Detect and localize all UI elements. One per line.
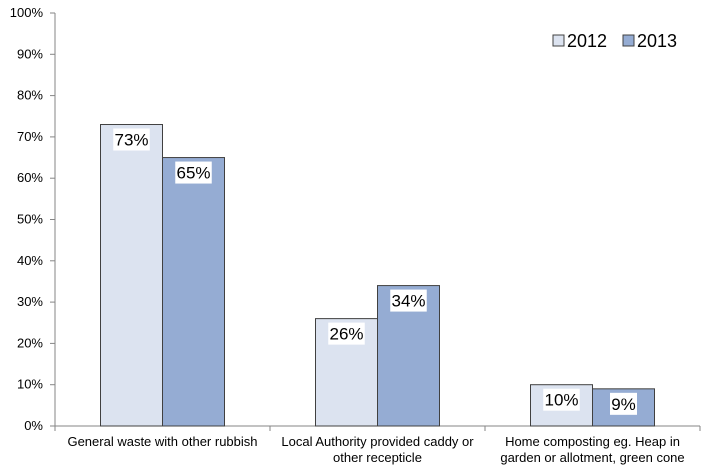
y-tick-label: 50%	[17, 212, 43, 227]
legend-swatch-2012	[552, 34, 565, 47]
y-tick-label: 20%	[17, 335, 43, 350]
category-label: General waste with other rubbish	[67, 434, 257, 449]
category-label: garden or allotment, green cone	[500, 450, 684, 465]
data-labels: 73% 65% 26% 34% 10% 9%	[113, 128, 637, 415]
y-tick-label: 90%	[17, 46, 43, 61]
y-tick-label: 10%	[17, 377, 43, 392]
legend-label-2012: 2012	[567, 31, 607, 51]
category-label: Home composting eg. Heap in	[505, 434, 680, 449]
data-label: 26%	[329, 325, 363, 344]
data-label-bg	[610, 392, 637, 415]
y-tick-label: 60%	[17, 170, 43, 185]
data-label-bg	[328, 322, 365, 345]
legend-swatch-2013	[622, 34, 635, 47]
data-label: 10%	[544, 391, 578, 410]
data-label: 9%	[611, 395, 636, 414]
legend: 2012 2013	[552, 31, 677, 51]
y-tick-label: 80%	[17, 88, 43, 103]
y-tick-label: 70%	[17, 129, 43, 144]
y-tick-label: 30%	[17, 294, 43, 309]
data-label: 65%	[176, 164, 210, 183]
data-label: 73%	[114, 131, 148, 150]
data-label-bg	[543, 388, 580, 411]
bar-2012-0	[100, 124, 163, 427]
y-tick-label: 40%	[17, 253, 43, 268]
y-tick-label: 0%	[24, 418, 43, 433]
legend-label-2013: 2013	[637, 31, 677, 51]
data-label-bg	[175, 161, 212, 184]
y-tick-label: 100%	[10, 5, 44, 20]
category-labels: General waste with other rubbish Local Au…	[67, 434, 684, 465]
data-label-bg	[390, 289, 427, 312]
bar-2013-0	[162, 157, 225, 427]
axes: 0% 10% 20% 30% 40% 50% 60% 70% 80% 90% 100%	[10, 5, 701, 433]
category-label: other recepticle	[333, 450, 422, 465]
category-label: Local Authority provided caddy or	[281, 434, 474, 449]
data-label-bg	[113, 128, 150, 151]
data-label: 34%	[391, 292, 425, 311]
